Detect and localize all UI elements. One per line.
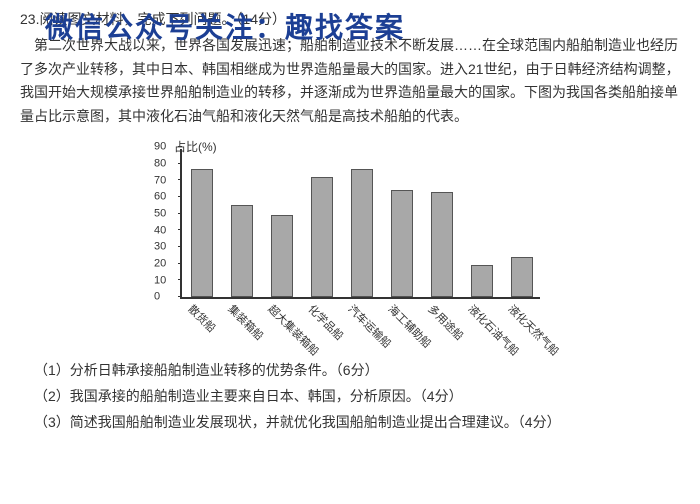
question-header: 23.阅读图文材料，完成下列问题。（14分） xyxy=(20,8,680,32)
bar xyxy=(511,257,533,297)
bar xyxy=(351,169,373,297)
bar xyxy=(231,205,253,297)
chart-container: 占比(%) 0102030405060708090 散货船集装箱船超大集装箱船化… xyxy=(20,135,680,355)
y-tick-mark xyxy=(178,196,182,197)
passage-text: 第二次世界大战以来，世界各国发展迅速；船舶制造业技术不断发展……在全球范围内船舶… xyxy=(20,34,680,129)
y-tick-mark xyxy=(178,279,182,280)
subquestion-1: （1）分析日韩承接船舶制造业转移的优势条件。（6分） xyxy=(20,359,680,383)
bar xyxy=(391,190,413,297)
y-tick-label: 30 xyxy=(154,238,166,257)
x-axis-labels: 散货船集装箱船超大集装箱船化学品船汽车运输船海工辅助船多用途船液化石油气船液化天… xyxy=(180,301,540,351)
bar xyxy=(311,177,333,297)
bar xyxy=(271,215,293,297)
y-tick-mark xyxy=(178,213,182,214)
y-tick-label: 20 xyxy=(154,254,166,273)
x-category-label: 集装箱船 xyxy=(222,301,266,345)
y-tick-mark xyxy=(178,146,182,147)
y-tick-label: 60 xyxy=(154,188,166,207)
y-tick-label: 40 xyxy=(154,221,166,240)
subquestion-2: （2）我国承接的船舶制造业主要来自日本、韩国，分析原因。（4分） xyxy=(20,385,680,409)
y-tick-label: 90 xyxy=(154,138,166,157)
y-tick-mark xyxy=(178,296,182,297)
document-body: 23.阅读图文材料，完成下列问题。（14分） 第二次世界大战以来，世界各国发展迅… xyxy=(0,0,700,442)
y-tick-mark xyxy=(178,246,182,247)
bar xyxy=(191,169,213,297)
bar xyxy=(431,192,453,297)
y-tick-label: 0 xyxy=(154,288,160,307)
plot-area: 0102030405060708090 xyxy=(180,149,540,299)
y-tick-mark xyxy=(178,179,182,180)
y-tick-label: 70 xyxy=(154,171,166,190)
x-category-label: 散货船 xyxy=(182,301,219,338)
subquestion-3: （3）简述我国船舶制造业发展现状，并就优化我国船舶制造业提出合理建议。（4分） xyxy=(20,411,680,435)
subquestions: （1）分析日韩承接船舶制造业转移的优势条件。（6分） （2）我国承接的船舶制造业… xyxy=(20,359,680,434)
bar-chart: 占比(%) 0102030405060708090 散货船集装箱船超大集装箱船化… xyxy=(140,135,560,355)
y-tick-mark xyxy=(178,163,182,164)
y-tick-label: 80 xyxy=(154,154,166,173)
y-tick-label: 10 xyxy=(154,271,166,290)
y-tick-mark xyxy=(178,263,182,264)
y-tick-label: 50 xyxy=(154,204,166,223)
bar xyxy=(471,265,493,297)
y-tick-mark xyxy=(178,229,182,230)
